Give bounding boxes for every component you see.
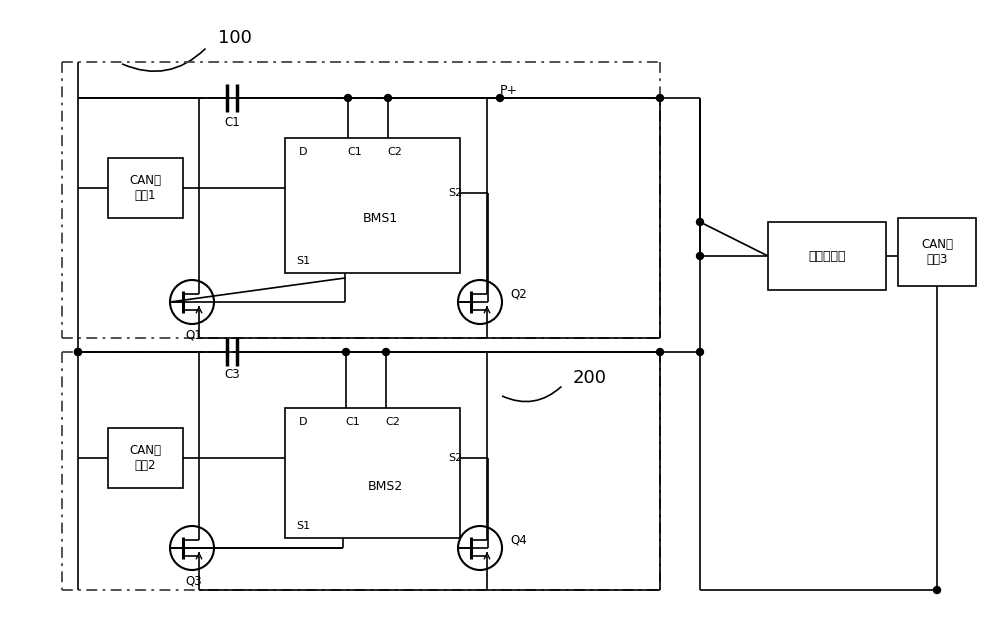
Text: CAN收
发器3: CAN收 发器3	[921, 238, 953, 266]
Circle shape	[656, 349, 664, 355]
Bar	[108, 428, 183, 488]
Circle shape	[74, 349, 82, 355]
Circle shape	[382, 349, 390, 355]
Text: S1: S1	[296, 256, 310, 266]
Text: Q2: Q2	[510, 288, 527, 301]
Text: D: D	[299, 417, 307, 427]
Text: P+: P+	[500, 84, 518, 97]
Text: D: D	[299, 147, 307, 157]
Text: S2: S2	[448, 453, 462, 463]
Bar	[285, 408, 460, 538]
Text: C1: C1	[346, 417, 360, 427]
Circle shape	[384, 94, 392, 102]
Text: S2: S2	[448, 188, 462, 198]
Bar	[108, 158, 183, 218]
Text: C1: C1	[224, 116, 240, 129]
Text: C1: C1	[348, 147, 362, 157]
Circle shape	[344, 94, 352, 102]
Text: Q3: Q3	[186, 575, 202, 588]
Text: 100: 100	[218, 29, 252, 47]
Text: C2: C2	[386, 417, 400, 427]
Text: Q4: Q4	[510, 534, 527, 546]
Circle shape	[934, 587, 940, 593]
Circle shape	[342, 349, 350, 355]
FancyArrowPatch shape	[503, 387, 561, 401]
Text: Q1: Q1	[186, 328, 202, 342]
Text: BMS2: BMS2	[367, 480, 403, 492]
Text: C2: C2	[388, 147, 402, 157]
Circle shape	[696, 252, 704, 259]
Text: 200: 200	[573, 369, 607, 387]
Text: CAN收
发器2: CAN收 发器2	[130, 444, 162, 472]
Circle shape	[496, 94, 504, 102]
Text: C3: C3	[224, 367, 240, 381]
Bar	[285, 138, 460, 273]
Text: BMS1: BMS1	[362, 212, 398, 224]
Text: S1: S1	[296, 521, 310, 531]
Bar	[768, 222, 886, 290]
FancyArrowPatch shape	[123, 49, 205, 71]
Circle shape	[696, 219, 704, 225]
Circle shape	[656, 94, 664, 102]
Text: CAN收
发器1: CAN收 发器1	[130, 174, 162, 202]
Text: 整车控制器: 整车控制器	[808, 249, 846, 263]
Circle shape	[696, 349, 704, 355]
Bar	[898, 218, 976, 286]
Circle shape	[74, 349, 82, 355]
